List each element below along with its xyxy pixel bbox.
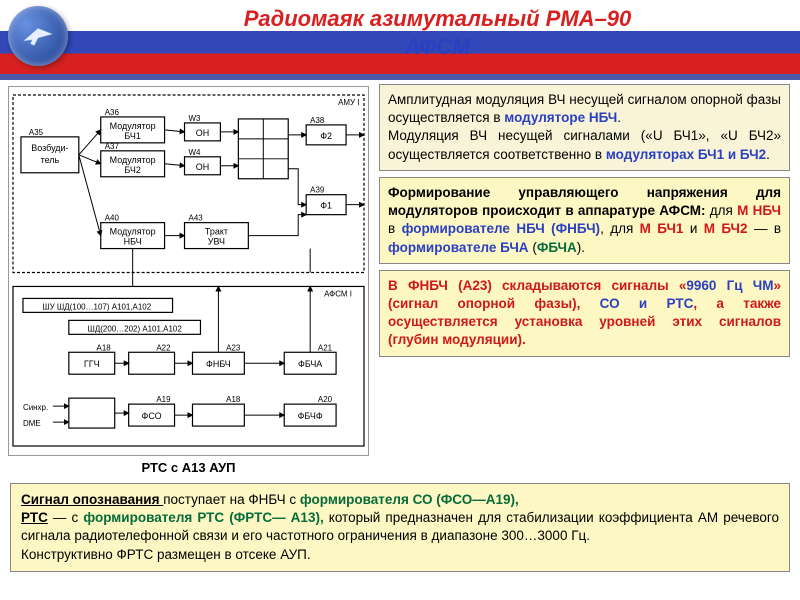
svg-text:БЧ2: БЧ2 — [124, 165, 140, 175]
svg-text:А19: А19 — [156, 395, 171, 404]
svg-text:Ф1: Ф1 — [320, 201, 332, 211]
svg-text:Возбуди-: Возбуди- — [31, 143, 68, 153]
svg-text:Тракт: Тракт — [205, 227, 228, 237]
svg-text:НБЧ: НБЧ — [124, 237, 142, 247]
diagram-caption: РТС с А13 АУП — [8, 460, 369, 475]
page-title: Радиомаяк азимутальный РМА–90 — [85, 6, 790, 32]
svg-text:А39: А39 — [310, 186, 325, 195]
svg-text:ГГЧ: ГГЧ — [84, 359, 100, 369]
aircraft-emblem — [8, 6, 68, 66]
svg-text:ШУ ШД(100…107) А101,А102: ШУ ШД(100…107) А101,А102 — [42, 302, 151, 311]
panel-fnbch: В ФНБЧ (А23) складываются сигналы «9960 … — [379, 270, 790, 357]
svg-text:тель: тель — [41, 155, 60, 165]
svg-text:А20: А20 — [318, 395, 333, 404]
svg-text:ФБЧА: ФБЧА — [298, 359, 322, 369]
svg-text:Модулятор: Модулятор — [110, 227, 156, 237]
title-block: Радиомаяк азимутальный РМА–90 АФСМ — [85, 6, 790, 60]
svg-text:А21: А21 — [318, 343, 333, 352]
svg-text:БЧ1: БЧ1 — [124, 131, 140, 141]
svg-text:А37: А37 — [105, 142, 120, 151]
svg-text:Ф2: Ф2 — [320, 131, 332, 141]
svg-text:УВЧ: УВЧ — [208, 237, 225, 247]
svg-text:А36: А36 — [105, 108, 120, 117]
panel-modulation: Амплитудная модуляция ВЧ несущей сигнало… — [379, 84, 790, 171]
svg-text:ФНБЧ: ФНБЧ — [206, 359, 231, 369]
block-diagram: АМУ I А35 Возбуди- тель А36 Модулятор БЧ… — [8, 86, 369, 456]
svg-text:А18: А18 — [226, 395, 241, 404]
svg-text:А35: А35 — [29, 128, 44, 137]
svg-text:Синхр.: Синхр. — [23, 403, 48, 412]
panel-formation: Формирование управляющего напряжения для… — [379, 177, 790, 264]
svg-text:DME: DME — [23, 419, 41, 428]
svg-text:ФБЧФ: ФБЧФ — [298, 411, 323, 421]
page-subtitle: АФСМ — [85, 34, 790, 60]
svg-text:ФСО: ФСО — [142, 411, 162, 421]
svg-text:ОН: ОН — [196, 128, 209, 138]
svg-text:W3: W3 — [188, 114, 201, 123]
svg-text:А38: А38 — [310, 116, 325, 125]
svg-text:А23: А23 — [226, 343, 241, 352]
svg-text:ШД(200…202) А101,А102: ШД(200…202) А101,А102 — [88, 324, 183, 333]
panel-bottom: Сигнал опознавания поступает на ФНБЧ с ф… — [10, 483, 790, 572]
svg-text:W4: W4 — [188, 148, 201, 157]
svg-text:Модулятор: Модулятор — [110, 121, 156, 131]
svg-text:А40: А40 — [105, 214, 120, 223]
svg-text:ОН: ОН — [196, 162, 209, 172]
amu-label: АМУ I — [338, 98, 359, 107]
header-flag-stripe: Радиомаяк азимутальный РМА–90 АФСМ — [0, 0, 800, 74]
svg-text:А18: А18 — [97, 343, 112, 352]
svg-text:Модулятор: Модулятор — [110, 155, 156, 165]
svg-text:А43: А43 — [188, 214, 203, 223]
svg-text:АФСМ I: АФСМ I — [324, 289, 352, 298]
svg-text:А22: А22 — [156, 343, 171, 352]
